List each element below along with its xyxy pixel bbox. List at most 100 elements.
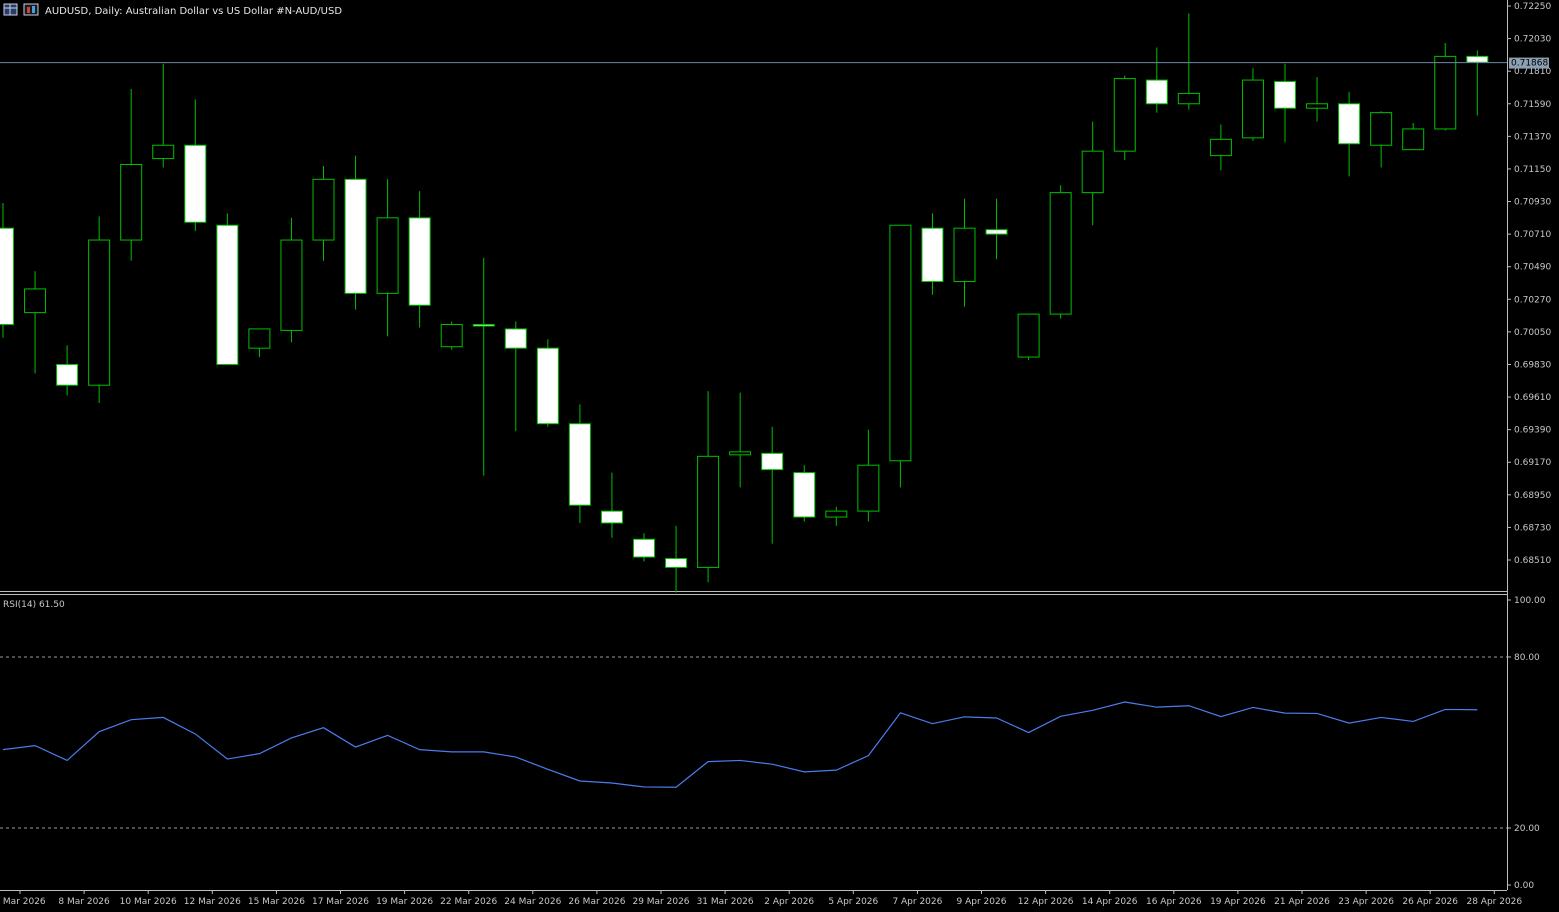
candle [1306, 77, 1329, 122]
candle-body [280, 239, 303, 331]
time-tick-label: 2 Apr 2026 [764, 897, 814, 907]
chart-title: AUDUSD, Daily: Australian Dollar vs US D… [45, 6, 342, 17]
candle-body [568, 423, 591, 506]
candle-body [0, 227, 14, 325]
candle [280, 217, 303, 343]
price-tick-label: 0.71590 [1514, 100, 1551, 110]
price-tick-label: 0.68950 [1514, 491, 1551, 501]
candle-body [24, 288, 47, 314]
candle-body [600, 510, 623, 524]
candle [921, 213, 944, 295]
price-tick-label: 0.70710 [1514, 230, 1551, 240]
candle [1274, 63, 1296, 143]
candle-body [184, 144, 207, 223]
candle [857, 429, 880, 522]
candle-body [1274, 81, 1296, 109]
candle [985, 198, 1008, 260]
candle-body [536, 347, 559, 425]
candle-body [1402, 128, 1425, 151]
chart-window-icon[interactable] [23, 3, 39, 16]
price-tick-label: 0.71150 [1514, 165, 1551, 175]
rsi-title: RSI(14) 61.50 [3, 600, 65, 610]
candle-body [953, 227, 976, 283]
candle-body [376, 217, 399, 294]
current-price-line: 0.71868 [0, 57, 1549, 69]
candle [152, 63, 175, 168]
candle [184, 99, 207, 232]
candle-body [985, 229, 1008, 235]
price-tick-label: 0.71370 [1514, 132, 1551, 142]
candle [1017, 313, 1040, 361]
candle [793, 465, 816, 522]
candle [1338, 91, 1361, 177]
candle [216, 213, 239, 365]
price-tick-label: 0.70270 [1514, 295, 1551, 305]
time-tick-label: 21 Apr 2026 [1274, 897, 1330, 907]
rsi-tick-label: 100.00 [1514, 596, 1546, 606]
candle-body [1306, 103, 1329, 109]
price-tick-label: 0.69170 [1514, 458, 1551, 468]
candle [472, 257, 495, 476]
price-tick-label: 0.69610 [1514, 393, 1551, 403]
candle-body [1049, 192, 1072, 315]
candle-body [312, 178, 335, 241]
candle [0, 203, 14, 338]
candle-body [665, 558, 688, 568]
time-tick-label: 16 Apr 2026 [1146, 897, 1202, 907]
candle [56, 345, 79, 396]
time-tick-label: 19 Apr 2026 [1210, 897, 1266, 907]
time-tick-label: 26 Apr 2026 [1402, 897, 1458, 907]
candle [24, 271, 47, 374]
candle-body [1370, 112, 1393, 146]
current-price-badge [1509, 57, 1549, 69]
candle [889, 224, 912, 488]
candle-body [825, 510, 848, 518]
candle-body [56, 363, 79, 386]
candle-body [1081, 150, 1104, 194]
candle-body [1209, 138, 1232, 157]
candle [1370, 111, 1393, 168]
candle [697, 391, 720, 583]
time-tick-label: 7 Apr 2026 [892, 897, 942, 907]
time-tick-label: 12 Apr 2026 [1018, 897, 1074, 907]
candle [376, 179, 399, 337]
price-tick-label: 0.68510 [1514, 556, 1551, 566]
candle [729, 392, 752, 488]
candle [1145, 47, 1168, 113]
candle [761, 426, 784, 544]
candle [504, 321, 527, 432]
candle [120, 88, 143, 261]
candle-body [1113, 78, 1136, 152]
price-tick-label: 0.71810 [1514, 67, 1551, 77]
time-tick-label: 29 Mar 2026 [632, 897, 689, 907]
candle-body [633, 538, 655, 558]
candle-body [248, 328, 271, 349]
candle [344, 155, 367, 310]
candle-body [857, 464, 880, 512]
time-tick-label: 14 Apr 2026 [1082, 897, 1138, 907]
rsi-panel: RSI(14) 61.50 100.00 80.00 20.00 0.00 [0, 596, 1546, 891]
candle [1113, 75, 1136, 161]
candle-body [1241, 79, 1264, 139]
rsi-tick-label: 80.00 [1514, 653, 1540, 663]
candle [665, 525, 688, 593]
candle-body [1466, 55, 1489, 63]
candle-body [889, 224, 912, 462]
candle [600, 472, 623, 538]
time-tick-label: 5 Mar 2026 [0, 897, 46, 907]
price-tick-label: 0.72030 [1514, 35, 1551, 45]
candle [248, 328, 271, 358]
candle [1177, 13, 1200, 110]
candle [1402, 123, 1425, 151]
time-tick-label: 28 Apr 2026 [1466, 897, 1522, 907]
candle-body [504, 328, 527, 349]
time-tick-label: 23 Apr 2026 [1338, 897, 1394, 907]
candle-body [120, 163, 143, 241]
price-tick-label: 0.70050 [1514, 328, 1551, 338]
rsi-tick-label: 0.00 [1514, 881, 1534, 891]
table-icon[interactable] [3, 3, 18, 16]
price-tick-label: 0.70490 [1514, 263, 1551, 273]
chart-header: AUDUSD, Daily: Australian Dollar vs US D… [3, 3, 342, 17]
candlestick-series [0, 13, 1489, 593]
